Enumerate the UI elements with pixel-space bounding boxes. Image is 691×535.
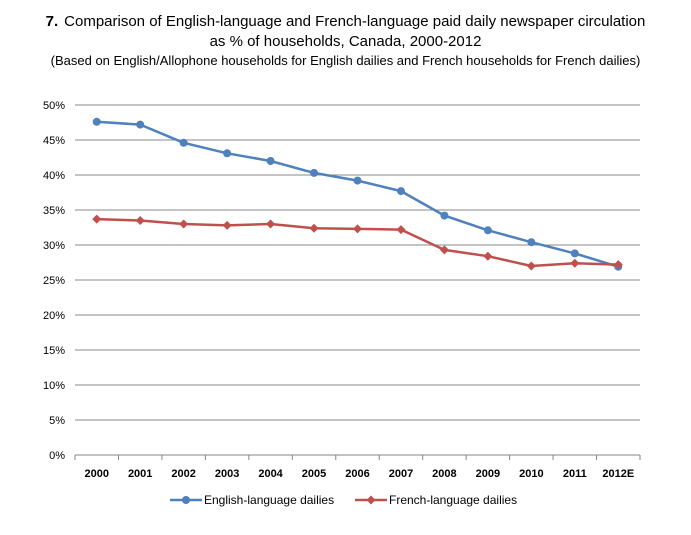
data-point <box>179 138 188 147</box>
legend-marker <box>182 496 190 504</box>
x-tick-label: 2001 <box>128 468 152 480</box>
y-tick-label: 45% <box>43 135 65 147</box>
y-tick-label: 10% <box>43 380 65 392</box>
data-point <box>136 120 145 129</box>
data-point <box>92 117 101 126</box>
chart-title-line1: 7. Comparison of English-language and Fre… <box>0 13 691 30</box>
data-point <box>310 168 319 177</box>
x-tick-label: 2004 <box>258 468 283 480</box>
data-point <box>526 261 536 271</box>
x-tick-label: 2003 <box>215 468 239 480</box>
x-tick-label: 2010 <box>519 468 543 480</box>
y-tick-label: 35% <box>43 205 65 217</box>
data-point <box>92 214 102 224</box>
legend-label: English-language dailies <box>204 493 334 507</box>
data-point <box>266 157 275 165</box>
data-point <box>135 216 145 225</box>
y-tick-label: 20% <box>43 310 65 322</box>
data-point <box>483 251 493 261</box>
chart-title-text: Comparison of English-language and Frenc… <box>64 13 646 30</box>
data-point <box>527 238 536 247</box>
chart-number: 7. <box>45 13 59 30</box>
data-point <box>179 219 189 229</box>
x-tick-label: 2000 <box>84 468 108 480</box>
y-tick-label: 0% <box>49 450 65 462</box>
data-point <box>613 260 623 270</box>
data-point <box>396 225 406 235</box>
chart-title-line2: as % of households, Canada, 2000-2012 <box>209 33 482 50</box>
chart-subtitle: (Based on English/Allophone households f… <box>50 53 641 68</box>
data-point <box>439 245 449 255</box>
y-tick-label: 25% <box>43 275 65 287</box>
legend-label: French-language dailies <box>389 493 517 507</box>
y-tick-label: 50% <box>43 100 65 112</box>
data-point <box>353 224 362 234</box>
x-tick-label: 2008 <box>432 468 456 480</box>
x-tick-label: 2002 <box>171 468 195 480</box>
legend-marker <box>366 495 376 505</box>
data-point <box>483 226 492 235</box>
data-point <box>353 176 362 185</box>
data-point <box>223 149 232 158</box>
x-tick-label: 2006 <box>345 468 369 480</box>
data-point <box>570 249 579 258</box>
data-point <box>570 258 580 268</box>
data-point <box>266 219 276 229</box>
data-point <box>309 223 319 233</box>
y-tick-label: 40% <box>43 170 65 182</box>
y-tick-label: 5% <box>49 415 65 427</box>
x-tick-label: 2009 <box>476 468 500 480</box>
data-point <box>440 211 449 220</box>
y-tick-label: 30% <box>43 240 65 252</box>
x-tick-label: 2011 <box>563 468 587 480</box>
x-tick-label: 2005 <box>302 468 326 480</box>
y-tick-label: 15% <box>43 345 65 357</box>
data-point <box>396 187 405 196</box>
data-point <box>222 220 232 230</box>
x-tick-label: 2007 <box>389 468 413 480</box>
x-tick-label: 2012E <box>602 468 634 480</box>
